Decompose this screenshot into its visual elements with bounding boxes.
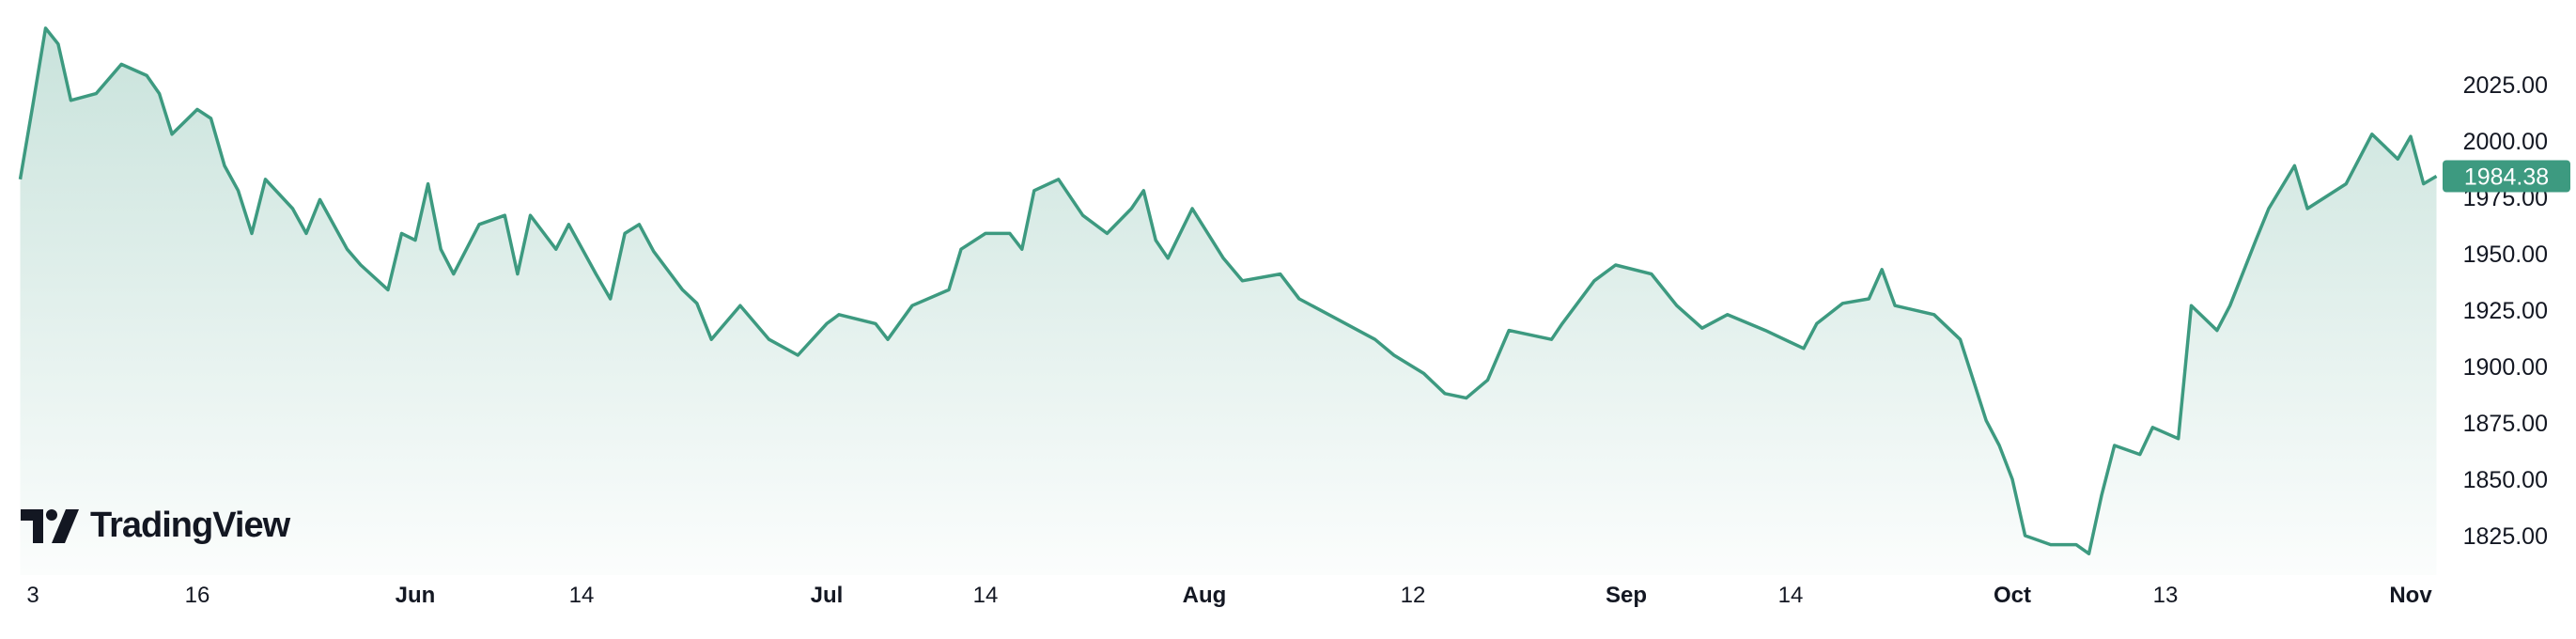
time-tick-label: 12 <box>1401 583 1426 608</box>
time-tick-label: Oct <box>1994 583 2031 608</box>
time-tick-label: 14 <box>1778 583 1804 608</box>
time-tick-label: 13 <box>2153 583 2179 608</box>
time-tick-label: Nov <box>2389 583 2432 608</box>
price-tick-label: 2025.00 <box>2463 72 2548 99</box>
price-tick-label: 1825.00 <box>2463 523 2548 550</box>
last-price-badge: 1984.38 <box>2443 160 2570 193</box>
time-tick-label: Jun <box>396 583 436 608</box>
time-tick-label: Aug <box>1183 583 1227 608</box>
tradingview-logo[interactable]: TradingView <box>21 506 290 546</box>
time-tick-label: Jul <box>811 583 844 608</box>
time-tick-label: 3 <box>26 583 39 608</box>
price-tick-label: 1925.00 <box>2463 298 2548 324</box>
price-line <box>18 26 2438 555</box>
tradingview-logo-icon <box>21 508 79 543</box>
time-tick-label: 14 <box>569 583 595 608</box>
price-axis[interactable]: 2025.002000.001975.001950.001925.001900.… <box>2463 72 2548 550</box>
tradingview-logo-text: TradingView <box>90 506 290 545</box>
price-area-fill <box>20 28 2437 575</box>
price-tick-label: 1875.00 <box>2463 411 2548 437</box>
price-tick-label: 1900.00 <box>2463 354 2548 381</box>
price-tick-label: 1850.00 <box>2463 467 2548 493</box>
time-tick-label: Sep <box>1606 583 1647 608</box>
time-tick-label: 14 <box>973 583 999 608</box>
time-axis[interactable]: 3 16 Jun 14 Jul 14 Aug 12 Sep 14 Oct 13 Nov <box>26 583 2432 608</box>
last-price-label: 1984.38 <box>2464 164 2549 191</box>
price-tick-label: 1950.00 <box>2463 242 2548 268</box>
time-tick-label: 16 <box>185 583 210 608</box>
price-tick-label: 2000.00 <box>2463 129 2548 155</box>
